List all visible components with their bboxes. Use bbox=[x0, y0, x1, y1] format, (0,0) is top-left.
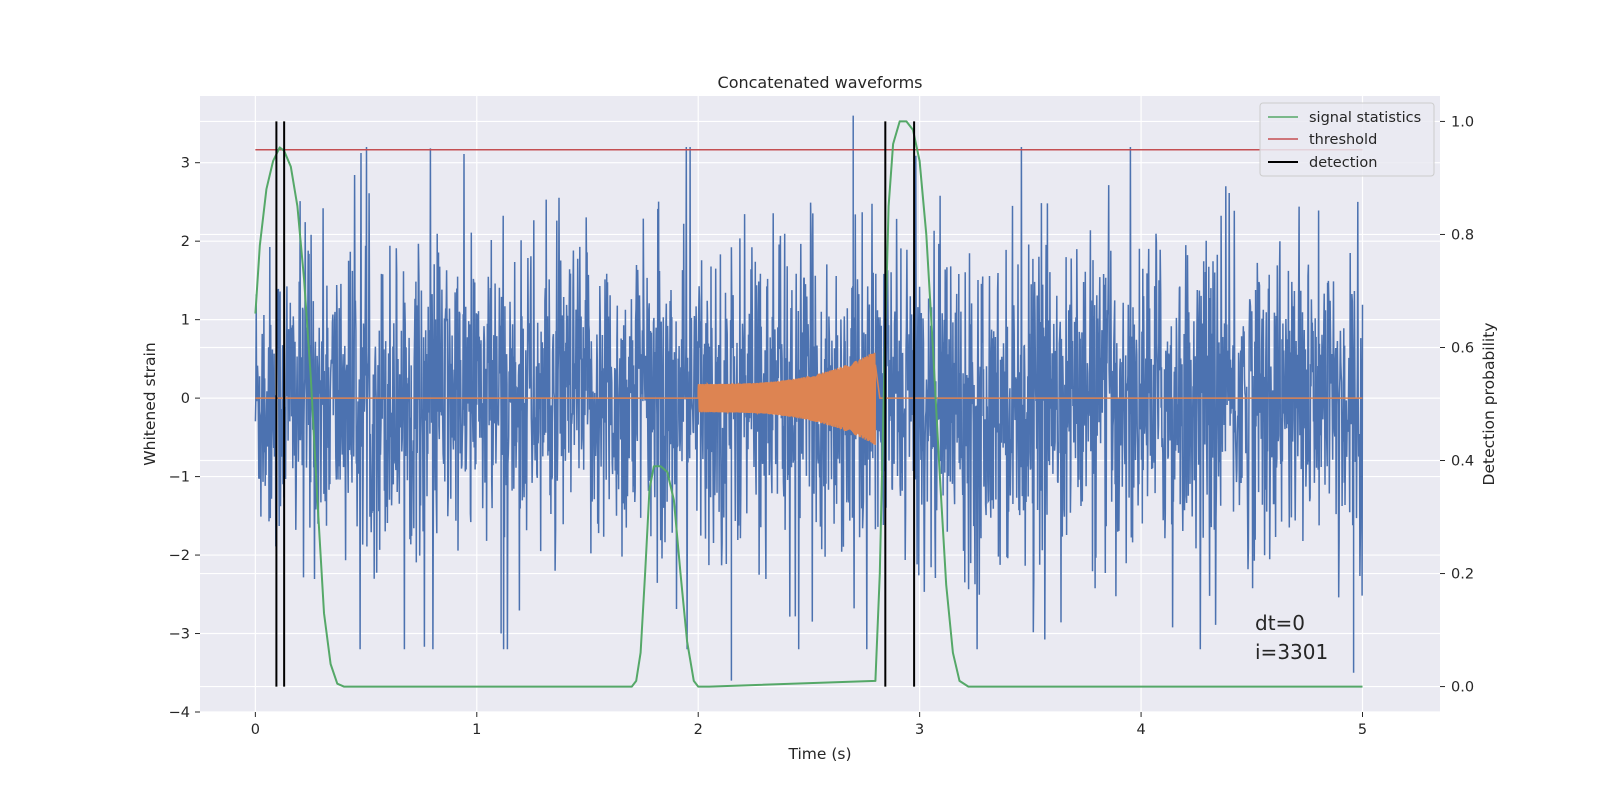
series-line-injected-waveform bbox=[255, 352, 1363, 446]
data-layer bbox=[254, 115, 1364, 688]
x-tick-label-1: 1 bbox=[472, 722, 481, 738]
x-tick-label-5: 5 bbox=[1358, 722, 1367, 738]
y-tick-label-6: 2 bbox=[181, 234, 190, 250]
y-tick-label-2: −2 bbox=[169, 548, 190, 564]
legend-box bbox=[1259, 102, 1435, 177]
y2-tick-label-2: 0.4 bbox=[1451, 454, 1474, 470]
x-tick-label-2: 2 bbox=[694, 722, 703, 738]
y2-tick-label-5: 1.0 bbox=[1451, 114, 1474, 130]
annotation-index: i=3301 bbox=[1255, 640, 1328, 664]
y2-tick-label-0: 0.0 bbox=[1451, 680, 1474, 696]
y2-tick-label-4: 0.8 bbox=[1451, 227, 1474, 243]
annotation-dt: dt=0 bbox=[1255, 611, 1305, 635]
y-tick-label-4: 0 bbox=[181, 391, 190, 407]
legend-label-signal-statistics: signal statistics bbox=[1309, 110, 1421, 126]
y-tick-label-7: 3 bbox=[181, 156, 190, 172]
series-line-signal-statistics bbox=[254, 120, 1363, 688]
legend-label-threshold: threshold bbox=[1309, 132, 1377, 148]
y2-tick-label-3: 0.6 bbox=[1451, 340, 1474, 356]
x-axis-label: Time (s) bbox=[787, 745, 851, 763]
chart-title: Concatenated waveforms bbox=[718, 73, 923, 92]
legend: signal statistics threshold detection bbox=[1259, 102, 1435, 177]
legend-label-detection: detection bbox=[1309, 155, 1377, 171]
axes-layer: 0 1 2 3 4 5 −4 −3 −2 −1 0 1 2 3 0.0 0.2 0.4 0.6 0.8 1.0 bbox=[169, 114, 1474, 738]
x-tick-label-0: 0 bbox=[251, 722, 260, 738]
x-tick-label-3: 3 bbox=[915, 722, 924, 738]
y-tick-label-0: −4 bbox=[169, 705, 190, 721]
y-tick-label-5: 1 bbox=[181, 313, 190, 329]
x-tick-label-4: 4 bbox=[1136, 722, 1145, 738]
y-axis-label: Whitened strain bbox=[141, 342, 159, 465]
y2-axis-label: Detection probability bbox=[1480, 323, 1498, 486]
y2-tick-label-1: 0.2 bbox=[1451, 567, 1474, 583]
y-tick-label-1: −3 bbox=[169, 627, 190, 643]
y-tick-label-3: −1 bbox=[169, 470, 190, 486]
